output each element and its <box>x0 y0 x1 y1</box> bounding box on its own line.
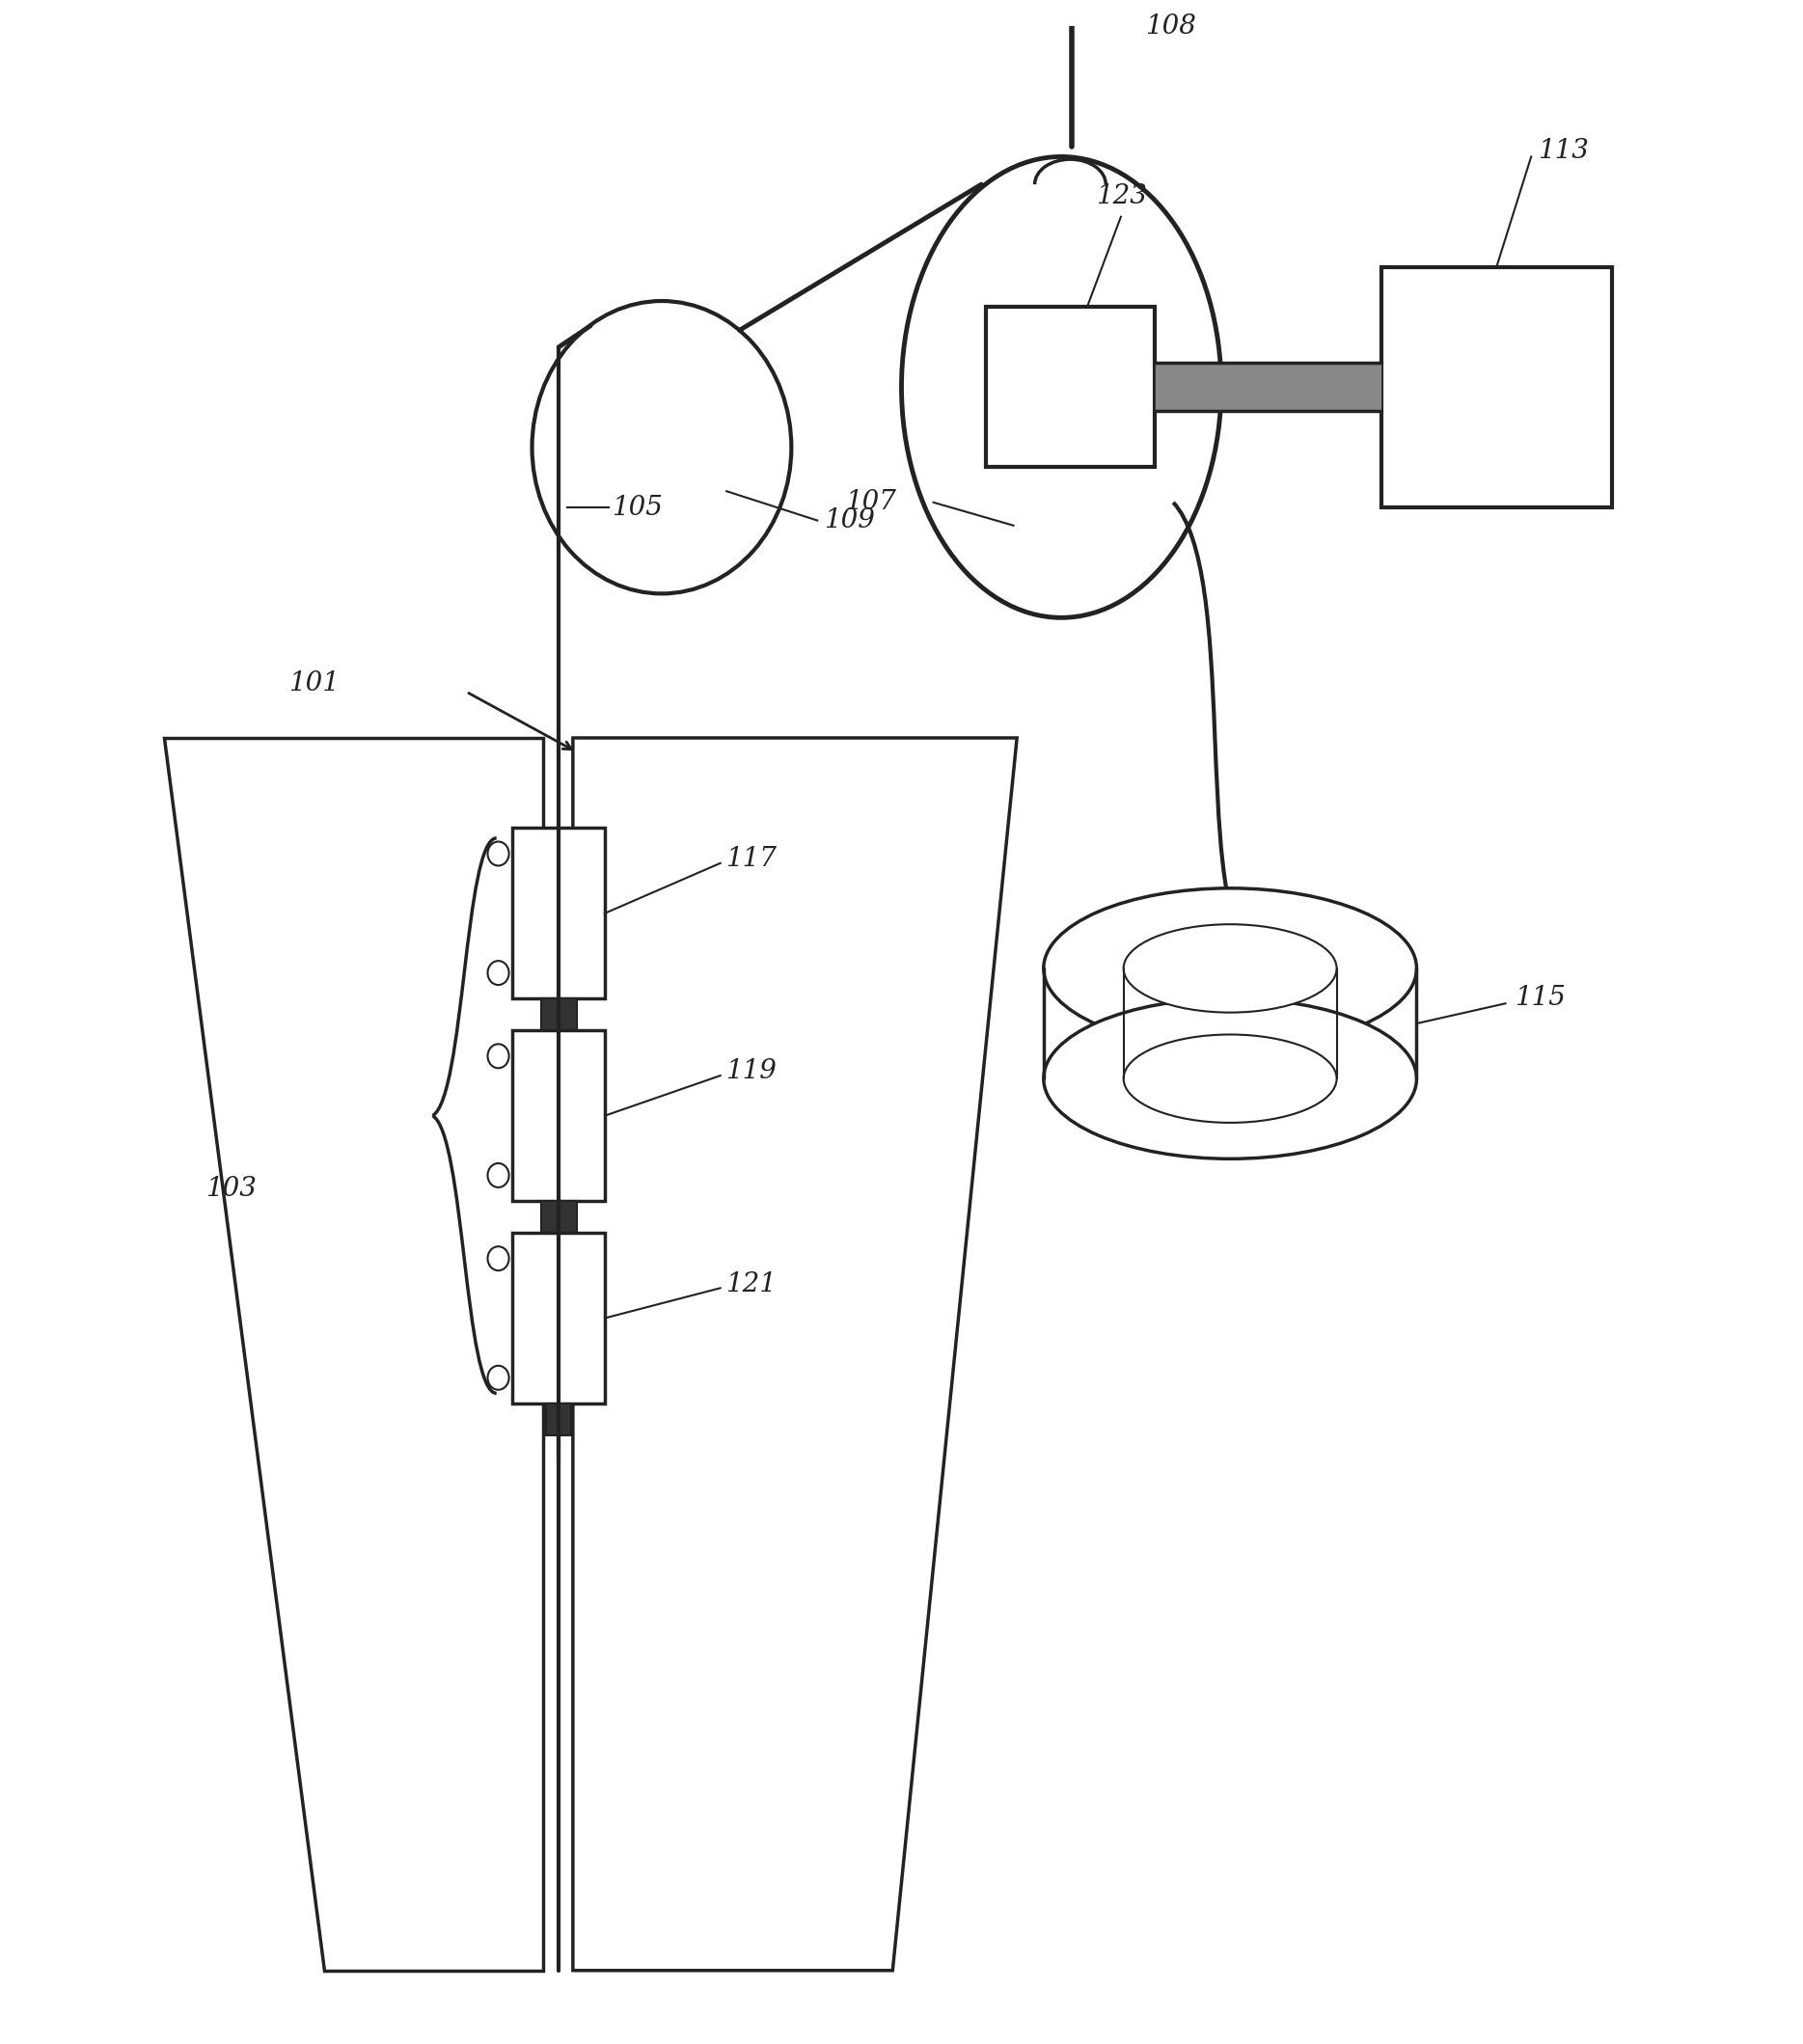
Circle shape <box>487 1247 508 1271</box>
Text: 113: 113 <box>1538 137 1588 164</box>
Text: 108: 108 <box>1145 14 1195 39</box>
Ellipse shape <box>1123 924 1336 1012</box>
Ellipse shape <box>1044 889 1417 1049</box>
Text: 107: 107 <box>846 489 896 515</box>
Bar <box>541 1202 577 1233</box>
Polygon shape <box>164 738 543 1970</box>
Ellipse shape <box>1044 997 1417 1159</box>
Text: 101: 101 <box>288 670 339 697</box>
Text: 119: 119 <box>725 1059 777 1085</box>
Bar <box>546 1404 572 1435</box>
Bar <box>541 997 577 1030</box>
Circle shape <box>532 300 792 593</box>
Text: 117: 117 <box>725 846 777 873</box>
Text: 103: 103 <box>206 1175 256 1202</box>
Circle shape <box>487 842 508 867</box>
Bar <box>986 307 1154 468</box>
Text: 109: 109 <box>824 507 874 533</box>
Circle shape <box>487 961 508 985</box>
Ellipse shape <box>902 157 1221 617</box>
Circle shape <box>487 1163 508 1188</box>
Bar <box>512 828 604 997</box>
Text: 105: 105 <box>611 495 664 521</box>
Polygon shape <box>573 738 1017 1970</box>
Circle shape <box>487 1044 508 1069</box>
Text: 121: 121 <box>725 1271 777 1298</box>
Text: 115: 115 <box>1515 985 1565 1010</box>
Ellipse shape <box>1123 1034 1336 1122</box>
Bar <box>1154 364 1381 411</box>
Bar <box>512 1030 604 1202</box>
Bar <box>512 1233 604 1404</box>
Circle shape <box>487 1365 508 1390</box>
Text: 123: 123 <box>1096 184 1147 211</box>
Bar <box>1381 268 1612 507</box>
